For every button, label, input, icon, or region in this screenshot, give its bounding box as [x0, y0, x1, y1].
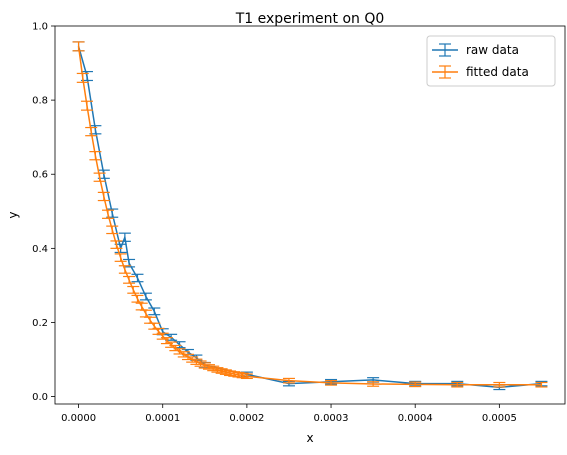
- legend-entry: raw data: [432, 43, 519, 57]
- legend-label: fitted data: [466, 65, 529, 79]
- y-tick-label: 0.2: [32, 318, 48, 329]
- legend-label: raw data: [466, 43, 519, 57]
- y-tick-label: 1.0: [32, 22, 48, 33]
- y-tick-label: 0.4: [32, 244, 48, 255]
- x-tick-label: 0.0005: [482, 413, 517, 424]
- x-axis-label: x: [306, 431, 313, 445]
- series-fitted-data: [72, 41, 548, 388]
- chart-title: T1 experiment on Q0: [235, 11, 385, 27]
- y-axis-ticks: 0.0 0.2 0.4 0.6 0.8 1.0: [32, 22, 55, 403]
- y-tick-label: 0.0: [32, 392, 48, 403]
- plot-frame: [54, 25, 566, 405]
- x-tick-label: 0.0004: [398, 413, 433, 424]
- y-axis-label: y: [6, 211, 20, 218]
- legend-box: [426, 35, 556, 87]
- legend-entries: raw data fitted data: [432, 43, 529, 79]
- legend-entry: fitted data: [432, 65, 529, 79]
- y-tick-label: 0.8: [32, 96, 48, 107]
- legend: raw data fitted data: [426, 35, 556, 87]
- series-layer: [72, 41, 548, 391]
- x-tick-label: 0.0000: [61, 413, 96, 424]
- y-tick-label: 0.6: [32, 170, 48, 181]
- x-axis-ticks: 0.0000 0.0001 0.0002 0.0003 0.0004 0.0005: [61, 404, 517, 424]
- x-tick-label: 0.0003: [314, 413, 349, 424]
- x-tick-label: 0.0002: [229, 413, 264, 424]
- series-line: [77, 46, 542, 386]
- x-tick-label: 0.0001: [145, 413, 180, 424]
